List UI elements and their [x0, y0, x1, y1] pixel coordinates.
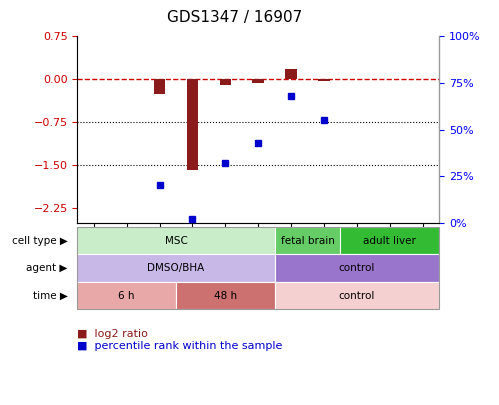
Bar: [77, 227, 274, 254]
Text: control: control: [339, 263, 375, 273]
Bar: [77, 254, 274, 282]
Text: adult liver: adult liver: [363, 236, 416, 245]
Text: MSC: MSC: [165, 236, 188, 245]
Bar: [176, 282, 274, 309]
Bar: [274, 282, 439, 309]
Bar: [285, 69, 297, 79]
Text: control: control: [339, 291, 375, 301]
Text: agent ▶: agent ▶: [26, 263, 67, 273]
Bar: [220, 79, 231, 85]
Text: fetal brain: fetal brain: [280, 236, 334, 245]
Text: DMSO/BHA: DMSO/BHA: [147, 263, 205, 273]
Text: cell type ▶: cell type ▶: [11, 236, 67, 245]
Text: ■  log2 ratio: ■ log2 ratio: [77, 329, 148, 339]
Bar: [340, 227, 439, 254]
Text: 6 h: 6 h: [118, 291, 135, 301]
Bar: [318, 79, 330, 81]
Bar: [274, 254, 439, 282]
Bar: [274, 227, 340, 254]
Text: 48 h: 48 h: [214, 291, 237, 301]
Text: GDS1347 / 16907: GDS1347 / 16907: [167, 10, 302, 25]
Text: ■  percentile rank within the sample: ■ percentile rank within the sample: [77, 341, 283, 351]
Text: time ▶: time ▶: [32, 291, 67, 301]
Bar: [154, 79, 165, 94]
Bar: [77, 282, 176, 309]
Bar: [252, 79, 264, 83]
Bar: [187, 79, 198, 170]
